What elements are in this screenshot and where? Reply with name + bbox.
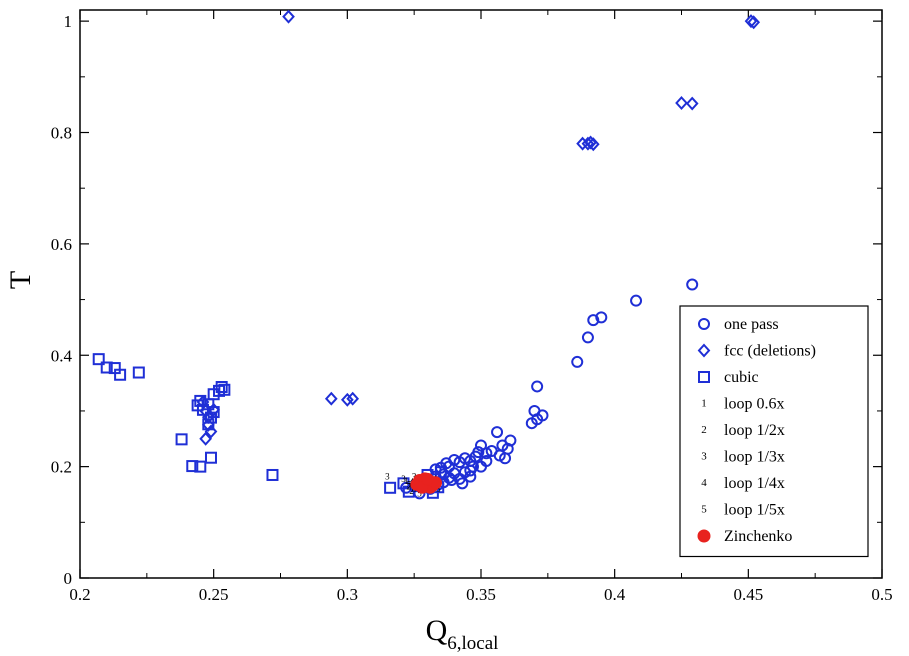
- data-point: [324, 391, 338, 406]
- data-point: [499, 452, 512, 465]
- y-tick-label: 0.8: [51, 124, 72, 143]
- data-point: [204, 451, 217, 464]
- legend-marker: 1: [701, 398, 707, 410]
- x-tick-label: 0.45: [733, 585, 763, 604]
- data-point: [747, 15, 761, 30]
- data-point: [346, 391, 360, 406]
- data-point: [456, 477, 469, 490]
- legend-label: loop 1/2x: [724, 422, 785, 439]
- data-point: [218, 383, 231, 396]
- legend-marker: [697, 529, 711, 543]
- data-point: [584, 135, 597, 150]
- data-point: 1: [404, 476, 409, 486]
- data-point: [186, 460, 199, 473]
- data-point: [595, 311, 608, 324]
- legend-marker: 3: [701, 451, 707, 463]
- x-tick-label: 0.5: [871, 585, 892, 604]
- data-point: [340, 392, 354, 407]
- data-point: [114, 368, 127, 381]
- legend-label: cubic: [724, 369, 759, 386]
- legend: one pass fcc (deletions) cubic 1 loop 0.6x 2 l…: [679, 305, 869, 558]
- series-8: [410, 472, 443, 494]
- x-tick-label: 0.25: [199, 585, 229, 604]
- data-point: [199, 431, 212, 446]
- data-point: 5: [407, 479, 412, 489]
- legend-marker: [698, 371, 710, 383]
- legend-label: loop 1/3x: [724, 449, 785, 466]
- legend-label: loop 1/5x: [724, 502, 785, 519]
- data-point: [202, 418, 215, 431]
- legend-marker: 2: [701, 424, 707, 436]
- data-point: [531, 380, 544, 393]
- data-point: [453, 456, 466, 469]
- data-point: [215, 380, 228, 393]
- x-axis-label-subscript: 6,local: [447, 633, 498, 654]
- data-point: 3: [401, 474, 406, 484]
- legend-marker: [698, 318, 710, 330]
- data-point: [581, 331, 594, 344]
- data-point: [445, 473, 458, 486]
- data-point: [744, 14, 758, 29]
- legend-label: loop 1/4x: [724, 475, 785, 492]
- data-point: [675, 96, 688, 110]
- data-point: [92, 353, 105, 366]
- data-point: [282, 9, 295, 24]
- legend-label: fcc (deletions): [724, 343, 816, 360]
- data-point: [685, 96, 699, 111]
- data-point: [384, 481, 397, 494]
- legend-label: loop 0.6x: [724, 396, 784, 413]
- legend-marker: 5: [701, 504, 707, 516]
- data-point: [630, 294, 643, 307]
- y-tick-label: 0: [64, 569, 73, 588]
- data-point: [475, 439, 487, 452]
- data-point: [525, 417, 538, 430]
- legend-label: Zinchenko: [724, 528, 792, 545]
- data-point: [194, 394, 207, 407]
- data-point: [100, 361, 113, 374]
- data-points: 111111222222333333444444555555: [92, 9, 761, 500]
- axis-ticks: 0.2 0.25 0.3 0.35 0.4 0.45 0.500.20.40.60.81: [51, 10, 893, 604]
- data-point: [204, 411, 217, 424]
- x-tick-label: 0.2: [69, 585, 90, 604]
- data-point: [686, 278, 699, 291]
- data-point: [480, 447, 493, 460]
- legend-box: [679, 305, 869, 558]
- x-tick-label: 0.35: [466, 585, 496, 604]
- data-point: [571, 355, 584, 368]
- y-tick-label: 1: [64, 12, 73, 31]
- data-point: [266, 468, 279, 481]
- x-axis-label-main: Q: [426, 614, 448, 647]
- data-point: [194, 460, 207, 473]
- x-tick-label: 0.4: [604, 585, 626, 604]
- data-point: [491, 426, 504, 439]
- data-point: 2: [409, 486, 414, 496]
- data-point: 2: [407, 482, 412, 492]
- y-tick-label: 0.6: [51, 235, 72, 254]
- data-point: 5: [417, 488, 422, 498]
- x-axis-label: Q6,local: [426, 614, 499, 654]
- data-point: 3: [436, 484, 441, 494]
- data-point: [132, 366, 145, 379]
- x-tick-label: 0.3: [337, 585, 358, 604]
- y-axis-label: T: [4, 271, 37, 289]
- data-point: 3: [385, 472, 390, 482]
- data-point: [485, 445, 498, 458]
- data-point: [475, 460, 487, 473]
- data-point: [175, 433, 188, 446]
- legend-marker: 4: [701, 477, 707, 489]
- legend-label: one pass: [724, 316, 779, 333]
- data-point: [466, 460, 479, 473]
- data-point: [587, 314, 600, 327]
- y-tick-label: 0.2: [51, 458, 72, 477]
- legend-marker: [697, 343, 711, 358]
- data-point: [421, 472, 435, 486]
- data-point: [434, 466, 447, 479]
- y-tick-label: 0.4: [51, 346, 73, 365]
